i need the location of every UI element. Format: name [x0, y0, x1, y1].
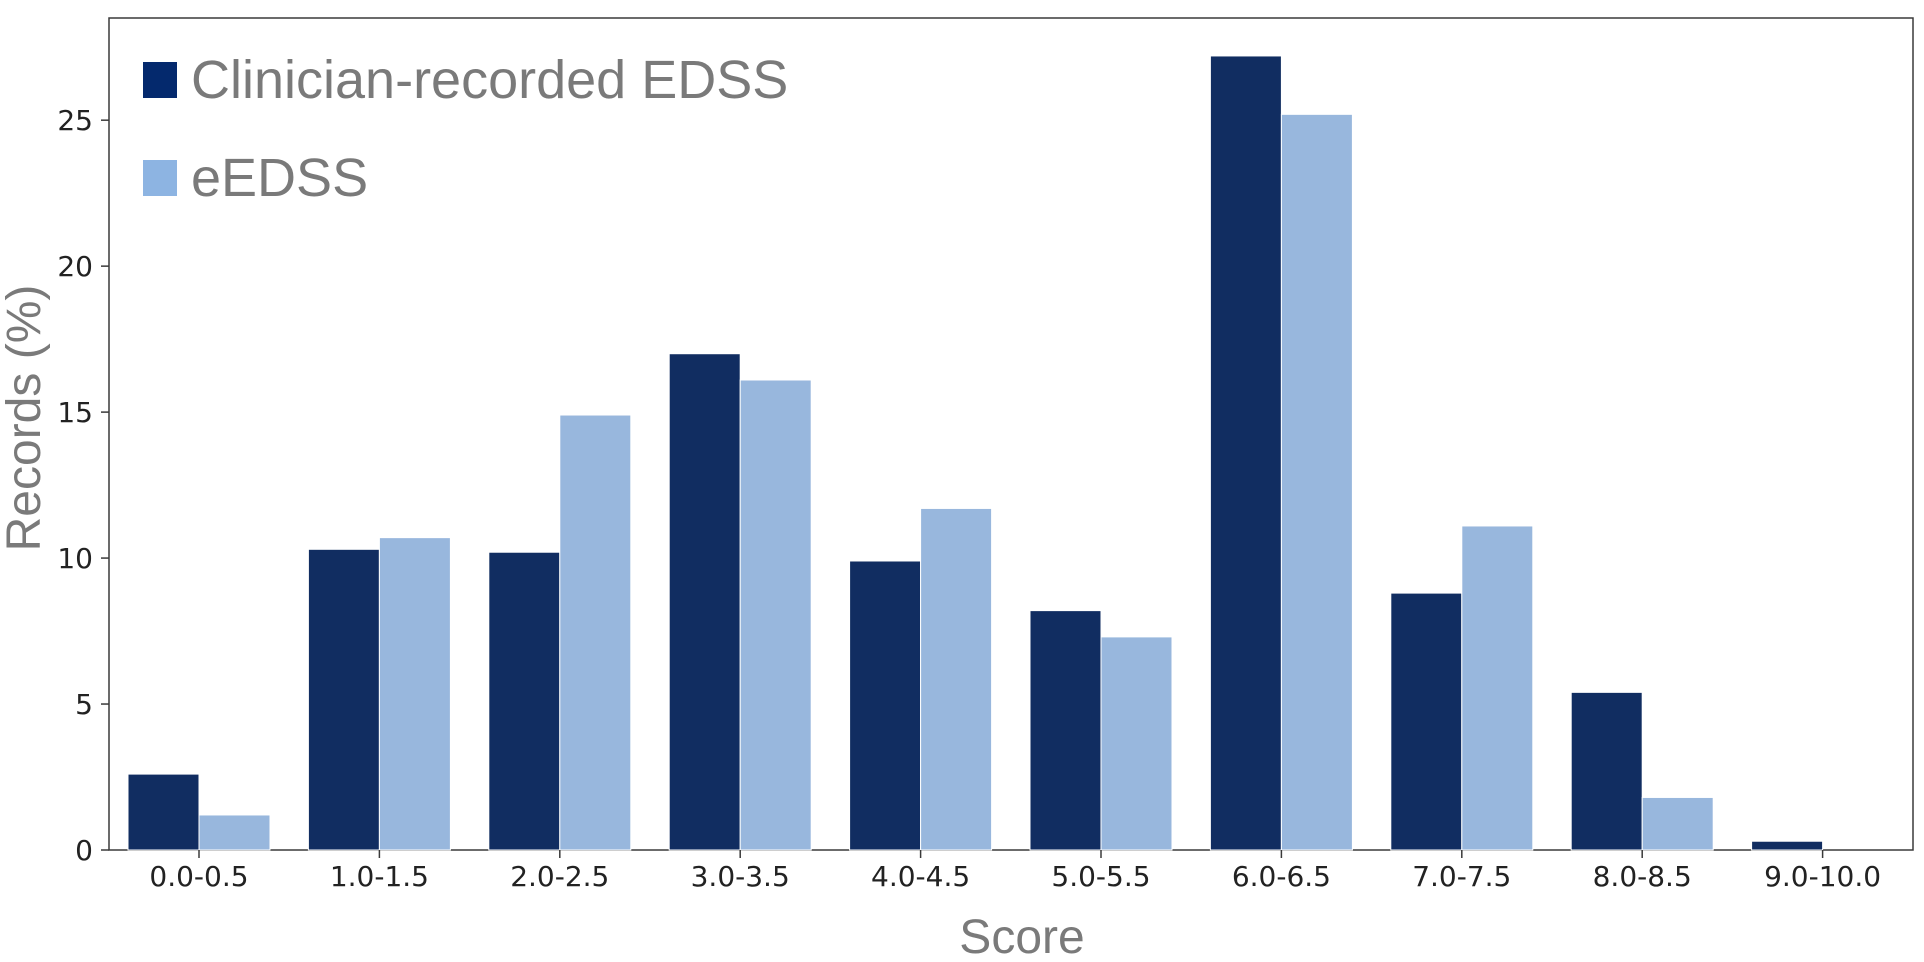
- legend: Clinician-recorded EDSS eEDSS: [143, 50, 788, 208]
- x-tick-label: 9.0-10.0: [1764, 860, 1881, 893]
- bar-clinician-4.0-4.5: [849, 560, 922, 851]
- bar-clinician-3.0-3.5: [668, 353, 741, 851]
- x-tick-label: 1.0-1.5: [330, 860, 429, 893]
- x-tick-label: 2.0-2.5: [510, 860, 609, 893]
- bar-eedss-2.0-2.5: [559, 414, 632, 851]
- bar-eedss-0.0-0.5: [198, 814, 271, 851]
- y-axis-title: Records (%): [0, 285, 51, 552]
- x-tick-label: 5.0-5.5: [1051, 860, 1150, 893]
- bar-eedss-6.0-6.5: [1280, 113, 1353, 851]
- bar-clinician-7.0-7.5: [1390, 592, 1463, 851]
- x-tick-label: 7.0-7.5: [1412, 860, 1511, 893]
- x-tick-label: 8.0-8.5: [1593, 860, 1692, 893]
- y-tick-label: 0: [75, 834, 93, 867]
- legend-swatch-clinician: [143, 62, 177, 98]
- bar-clinician-6.0-6.5: [1209, 55, 1282, 851]
- y-tick-label: 5: [75, 688, 93, 721]
- x-tick-label: 4.0-4.5: [871, 860, 970, 893]
- bar-eedss-1.0-1.5: [378, 537, 451, 851]
- legend-swatch-eedss: [143, 160, 177, 196]
- y-tick-label: 20: [57, 250, 93, 283]
- bar-clinician-9.0-10.0: [1751, 840, 1824, 851]
- y-tick-label: 15: [57, 396, 93, 429]
- y-tick-label: 25: [57, 104, 93, 137]
- bar-clinician-2.0-2.5: [488, 551, 561, 851]
- x-tick-label: 6.0-6.5: [1232, 860, 1331, 893]
- x-axis-title: Score: [959, 911, 1084, 962]
- x-tick-label: 3.0-3.5: [691, 860, 790, 893]
- bar-clinician-0.0-0.5: [127, 773, 200, 851]
- x-axis: 0.0-0.5 1.0-1.5 2.0-2.5 3.0-3.5 4.0-4.5 5.0-5…: [149, 850, 1881, 893]
- y-axis: 0 5 10 15 20 25: [57, 104, 109, 867]
- bar-clinician-1.0-1.5: [307, 548, 380, 851]
- legend-label-eedss: eEDSS: [191, 148, 368, 208]
- bar-eedss-5.0-5.5: [1100, 636, 1173, 851]
- legend-label-clinician: Clinician-recorded EDSS: [191, 50, 788, 110]
- bar-clinician-8.0-8.5: [1570, 691, 1643, 851]
- bars-group: [127, 55, 1824, 851]
- bar-eedss-3.0-3.5: [739, 379, 812, 851]
- y-tick-label: 10: [57, 542, 93, 575]
- x-tick-label: 0.0-0.5: [149, 860, 248, 893]
- bar-eedss-7.0-7.5: [1461, 525, 1534, 851]
- bar-clinician-5.0-5.5: [1029, 610, 1102, 851]
- bar-eedss-4.0-4.5: [920, 507, 993, 851]
- bar-eedss-8.0-8.5: [1641, 796, 1714, 851]
